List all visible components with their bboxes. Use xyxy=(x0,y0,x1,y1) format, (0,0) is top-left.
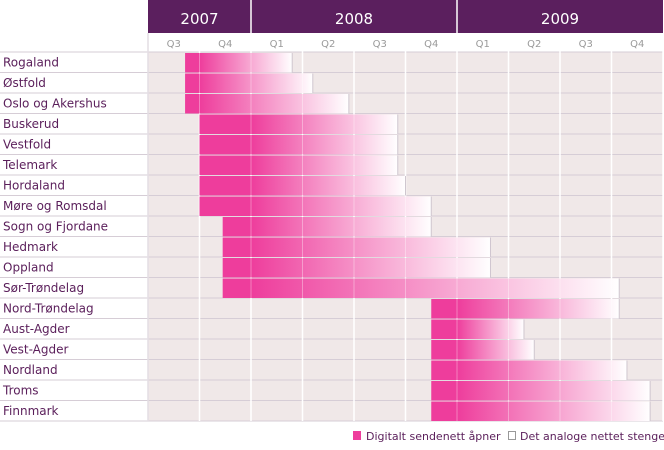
row-label: Oslo og Akershus xyxy=(3,97,107,111)
bar-digital-open xyxy=(222,237,251,257)
quarter-label: Q2 xyxy=(527,39,541,50)
bar-analog-phaseout xyxy=(251,278,620,298)
bar-analog-phaseout xyxy=(251,237,491,257)
bar-analog-phaseout xyxy=(251,114,398,134)
row-label: Buskerud xyxy=(3,117,59,131)
legend-label-digital: Digitalt sendenett åpner xyxy=(366,430,501,443)
bar-analog-phaseout xyxy=(457,381,651,401)
row-label: Telemark xyxy=(2,158,57,172)
bar-analog-phaseout xyxy=(251,135,398,155)
bar-digital-open xyxy=(222,258,251,278)
bar-digital-open xyxy=(431,381,457,401)
bar-analog-phaseout xyxy=(457,319,524,339)
bar-analog-phaseout xyxy=(251,155,398,175)
year-header: 2007 2008 2009 xyxy=(148,0,663,33)
bar-analog-phaseout xyxy=(457,299,620,319)
row-label: Hordaland xyxy=(3,179,65,193)
quarter-label: Q3 xyxy=(373,39,387,50)
row-label: Vestfold xyxy=(3,138,51,152)
bar-analog-phaseout xyxy=(199,94,349,114)
row-label: Nord-Trøndelag xyxy=(3,302,94,316)
legend-swatch-digital xyxy=(353,431,361,440)
bar-digital-open xyxy=(199,135,251,155)
bar-analog-phaseout xyxy=(251,176,406,196)
year-cell xyxy=(148,0,251,33)
bar-analog-phaseout xyxy=(457,340,535,360)
row-label: Møre og Romsdal xyxy=(3,199,107,213)
bar-digital-open xyxy=(199,176,251,196)
quarter-header: Q3 Q4 Q1 Q2 Q3 Q4 Q1 Q2 Q3 Q4 xyxy=(167,39,645,50)
bar-analog-phaseout xyxy=(199,53,293,73)
year-cell xyxy=(457,0,663,33)
bar-analog-phaseout xyxy=(251,196,432,216)
row-label: Vest-Agder xyxy=(3,343,69,357)
quarter-label: Q1 xyxy=(476,39,490,50)
bar-digital-open xyxy=(222,217,251,237)
row-label: Finnmark xyxy=(3,404,59,418)
row-label: Sogn og Fjordane xyxy=(3,220,108,234)
bar-digital-open xyxy=(222,278,251,298)
bar-digital-open xyxy=(199,155,251,175)
row-label: Nordland xyxy=(3,363,58,377)
bar-analog-phaseout xyxy=(457,360,627,380)
row-labels: Rogaland Østfold Oslo og Akershus Buskerud V… xyxy=(2,56,108,419)
bars xyxy=(185,53,651,421)
row-label: Hedmark xyxy=(3,240,58,254)
row-label: Aust-Agder xyxy=(3,322,70,336)
bar-digital-open xyxy=(431,360,457,380)
bar-digital-open xyxy=(185,53,200,73)
quarter-label: Q1 xyxy=(270,39,284,50)
row-label: Sør-Trøndelag xyxy=(3,281,84,295)
bar-analog-phaseout xyxy=(199,73,313,93)
bar-digital-open xyxy=(431,319,457,339)
quarter-label: Q4 xyxy=(218,39,232,50)
bar-digital-open xyxy=(199,114,251,134)
quarter-label: Q3 xyxy=(579,39,593,50)
bar-digital-open xyxy=(185,73,200,93)
bar-digital-open xyxy=(199,196,251,216)
row-label: Rogaland xyxy=(3,56,59,70)
bar-digital-open xyxy=(431,401,457,421)
row-label: Troms xyxy=(2,384,39,398)
row-label: Østfold xyxy=(3,76,46,90)
legend-swatch-analog xyxy=(508,431,516,440)
legend-label-analog: Det analoge nettet stenges xyxy=(520,430,664,443)
year-label: 2008 xyxy=(335,10,373,28)
quarter-label: Q3 xyxy=(167,39,181,50)
bar-digital-open xyxy=(185,94,200,114)
bar-analog-phaseout xyxy=(251,258,491,278)
quarter-label: Q4 xyxy=(424,39,438,50)
quarter-label: Q2 xyxy=(321,39,335,50)
bar-digital-open xyxy=(431,299,457,319)
year-label: 2007 xyxy=(180,10,218,28)
bar-digital-open xyxy=(431,340,457,360)
year-label: 2009 xyxy=(541,10,579,28)
bar-analog-phaseout xyxy=(251,217,432,237)
bar-analog-phaseout xyxy=(457,401,651,421)
legend: Digitalt sendenett åpner Det analoge net… xyxy=(353,430,664,443)
quarter-label: Q4 xyxy=(630,39,644,50)
row-label: Oppland xyxy=(3,261,54,275)
year-cell xyxy=(251,0,457,33)
